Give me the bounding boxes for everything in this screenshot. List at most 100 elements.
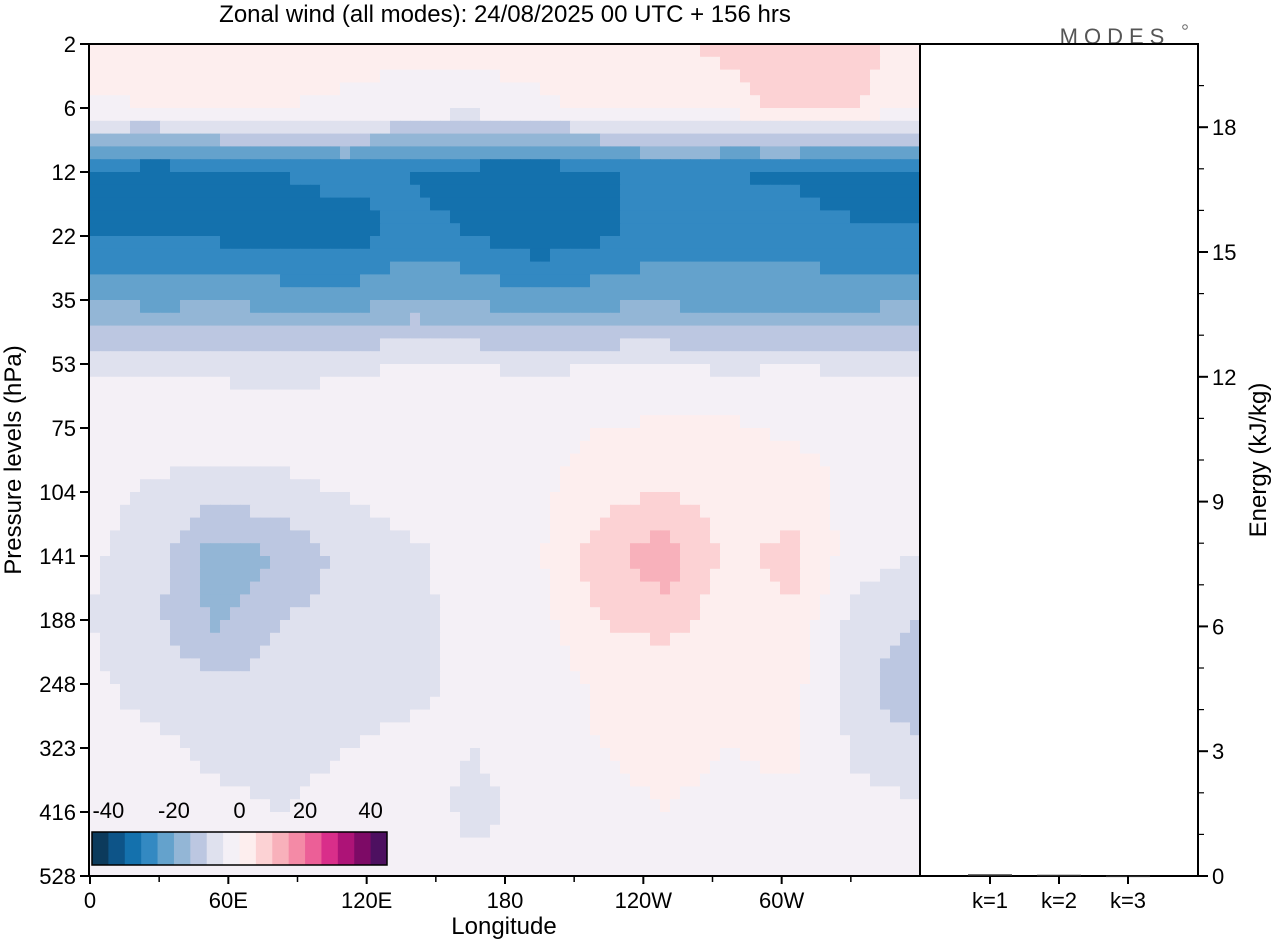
heatmap-cell bbox=[220, 389, 231, 403]
heatmap-cell bbox=[410, 786, 421, 800]
heatmap-cell bbox=[310, 325, 321, 339]
heatmap-cell bbox=[770, 645, 781, 659]
heatmap-cell bbox=[850, 415, 861, 429]
heatmap-cell bbox=[610, 248, 621, 263]
heatmap-cell bbox=[790, 735, 801, 749]
heatmap-cell bbox=[250, 568, 261, 583]
heatmap-cell bbox=[310, 581, 321, 595]
heatmap-cell bbox=[650, 95, 661, 109]
heatmap-cell bbox=[250, 556, 261, 570]
heatmap-cell bbox=[360, 44, 371, 58]
heatmap-cell bbox=[480, 376, 491, 391]
heatmap-cell bbox=[100, 671, 111, 685]
heatmap-cell bbox=[190, 146, 201, 160]
heatmap-cell bbox=[130, 312, 141, 327]
heatmap-cell bbox=[360, 440, 371, 455]
heatmap-cell bbox=[360, 453, 371, 467]
heatmap-cell bbox=[160, 402, 171, 416]
heatmap-cell bbox=[900, 799, 911, 813]
heatmap-cell bbox=[230, 607, 241, 621]
heatmap-cell bbox=[880, 568, 891, 583]
heatmap-cell bbox=[630, 351, 641, 365]
heatmap-cell bbox=[110, 120, 121, 135]
heatmap-cell bbox=[850, 620, 861, 634]
heatmap-cell bbox=[460, 146, 471, 160]
heatmap-cell bbox=[140, 172, 151, 186]
heatmap-cell bbox=[490, 402, 501, 416]
heatmap-cell bbox=[790, 223, 801, 237]
heatmap-cell bbox=[850, 56, 861, 71]
heatmap-cell bbox=[370, 364, 381, 378]
heatmap-cell bbox=[680, 402, 691, 416]
heatmap-cell bbox=[800, 440, 811, 455]
heatmap-cell bbox=[570, 415, 581, 429]
heatmap-cell bbox=[560, 236, 571, 250]
heatmap-cell bbox=[520, 428, 531, 442]
heatmap-cell bbox=[570, 108, 581, 122]
heatmap-cell bbox=[730, 466, 741, 480]
heatmap-cell bbox=[360, 172, 371, 186]
heatmap-cell bbox=[640, 696, 651, 711]
heatmap-cell bbox=[230, 248, 241, 263]
heatmap-cell bbox=[130, 799, 141, 813]
heatmap-cell bbox=[670, 684, 681, 698]
heatmap-cell bbox=[580, 376, 591, 391]
heatmap-cell bbox=[470, 300, 481, 314]
heatmap-cell bbox=[720, 44, 731, 58]
heatmap-cell bbox=[190, 696, 201, 711]
heatmap-cell bbox=[270, 56, 281, 71]
heatmap-cell bbox=[530, 760, 541, 775]
heatmap-cell bbox=[230, 325, 241, 339]
heatmap-cell bbox=[900, 709, 911, 723]
heatmap-cell bbox=[750, 261, 761, 275]
heatmap-cell bbox=[300, 466, 311, 480]
heatmap-cell bbox=[250, 620, 261, 634]
heatmap-cell bbox=[670, 632, 681, 647]
heatmap-cell bbox=[230, 312, 241, 327]
heatmap-cell bbox=[240, 428, 251, 442]
heatmap-cell bbox=[240, 568, 251, 583]
heatmap-cell bbox=[710, 82, 721, 96]
heatmap-cell bbox=[340, 402, 351, 416]
heatmap-cell bbox=[330, 748, 341, 762]
heatmap-cell bbox=[640, 95, 651, 109]
heatmap-cell bbox=[380, 799, 391, 813]
heatmap-cell bbox=[500, 696, 511, 711]
heatmap-cell bbox=[580, 56, 591, 71]
heatmap-cell bbox=[270, 351, 281, 365]
heatmap-cell bbox=[310, 261, 321, 275]
heatmap-cell bbox=[440, 312, 451, 327]
heatmap-cell bbox=[310, 236, 321, 250]
heatmap-cell bbox=[790, 645, 801, 659]
heatmap-cell bbox=[230, 146, 241, 160]
heatmap-cell bbox=[290, 799, 301, 813]
heatmap-cell bbox=[180, 223, 191, 237]
heatmap-cell bbox=[260, 146, 271, 160]
heatmap-cell bbox=[690, 568, 701, 583]
heatmap-cell bbox=[870, 684, 881, 698]
heatmap-cell bbox=[120, 56, 131, 71]
heatmap-cell bbox=[830, 236, 841, 250]
heatmap-cell bbox=[260, 607, 271, 621]
heatmap-cell bbox=[530, 581, 541, 595]
heatmap-cell bbox=[340, 696, 351, 711]
heatmap-cell bbox=[160, 799, 171, 813]
heatmap-cell bbox=[450, 709, 461, 723]
heatmap-cell bbox=[430, 364, 441, 378]
heatmap-cell bbox=[510, 210, 521, 224]
heatmap-cell bbox=[420, 146, 431, 160]
heatmap-cell bbox=[150, 120, 161, 135]
heatmap-cell bbox=[580, 287, 591, 301]
heatmap-cell bbox=[740, 658, 751, 672]
heatmap-cell bbox=[720, 146, 731, 160]
heatmap-cell bbox=[90, 44, 101, 58]
heatmap-cell bbox=[620, 428, 631, 442]
heatmap-cell bbox=[570, 364, 581, 378]
heatmap-cell bbox=[430, 351, 441, 365]
heatmap-cell bbox=[790, 159, 801, 173]
heatmap-cell bbox=[380, 120, 391, 135]
heatmap-cell bbox=[240, 274, 251, 288]
heatmap-cell bbox=[110, 760, 121, 775]
heatmap-cell bbox=[400, 159, 411, 173]
heatmap-cell bbox=[630, 620, 641, 634]
